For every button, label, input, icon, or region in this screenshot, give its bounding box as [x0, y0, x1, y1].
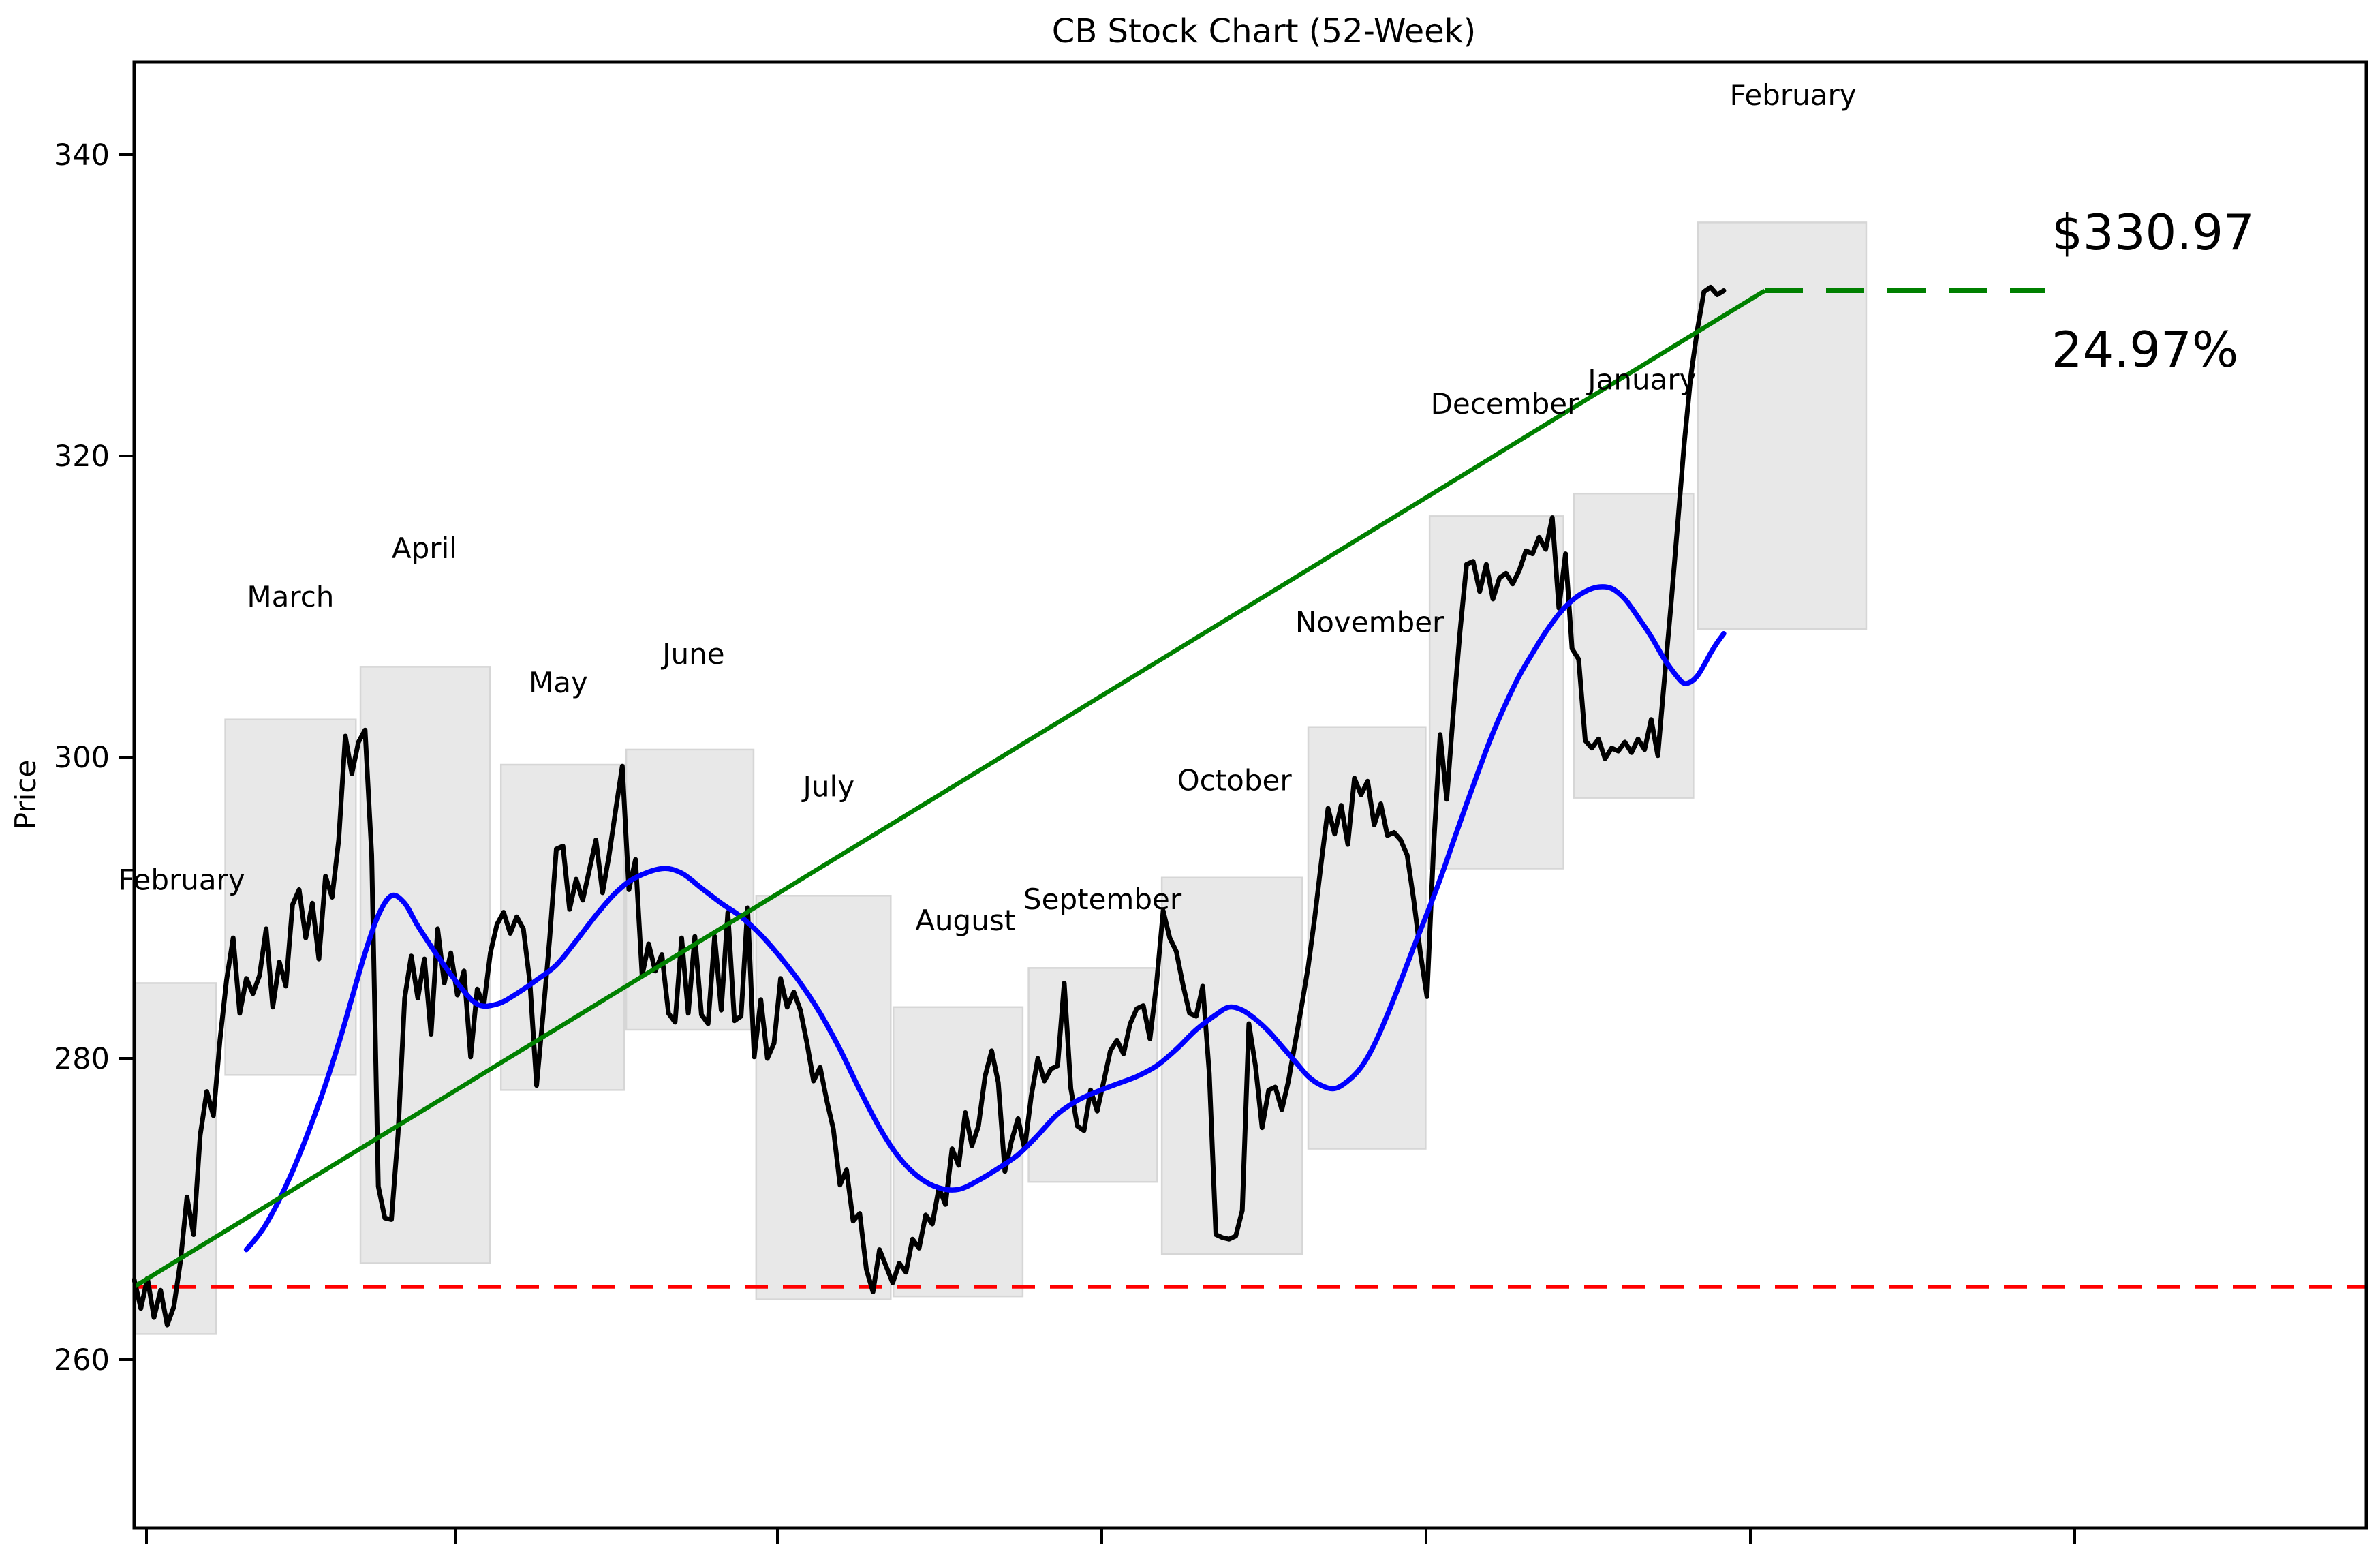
plot-border	[132, 60, 2368, 1530]
x-axis	[145, 1528, 2076, 1544]
month-label-july: July	[801, 769, 855, 803]
final-price-annotation: $330.97	[2052, 204, 2255, 261]
month-label-april: April	[392, 532, 457, 565]
moving-average-line	[243, 584, 1727, 1253]
month-label-november: November	[1295, 606, 1444, 639]
month-label-october: October	[1177, 764, 1293, 797]
month-labels: February March April May June July AugustSepte…	[119, 78, 1857, 937]
month-label-june: June	[660, 637, 724, 671]
month-label-january: January	[1586, 363, 1696, 397]
daily-price-line	[132, 284, 1727, 1328]
y-tick-label: 260	[54, 1343, 110, 1377]
trend-line	[133, 288, 1766, 1289]
y-axis: 260 280 300 320 340	[54, 138, 134, 1377]
y-tick-label: 320	[54, 440, 110, 474]
month-box-november	[1307, 726, 1427, 1150]
y-axis-title: Price	[9, 760, 42, 829]
month-label-march: March	[247, 580, 334, 613]
month-box-october	[1160, 876, 1303, 1255]
month-label-september: September	[1023, 883, 1182, 916]
chart-title: CB Stock Chart (52-Week)	[1052, 12, 1476, 50]
percent-gain-annotation: 24.97%	[2052, 321, 2239, 378]
month-label-february: February	[119, 863, 245, 896]
month-box-july	[755, 895, 892, 1300]
month-box-february	[1697, 221, 1868, 630]
month-label-may: May	[529, 666, 588, 699]
month-label-december: December	[1431, 387, 1580, 420]
month-label-february: February	[1729, 78, 1856, 112]
month-box-december	[1428, 515, 1564, 870]
y-tick-label: 300	[54, 741, 110, 775]
y-tick-label: 280	[54, 1042, 110, 1076]
month-label-august: August	[915, 904, 1015, 937]
y-tick-label: 340	[54, 138, 110, 172]
month-box-march	[224, 718, 357, 1076]
month-box-may	[499, 763, 625, 1091]
